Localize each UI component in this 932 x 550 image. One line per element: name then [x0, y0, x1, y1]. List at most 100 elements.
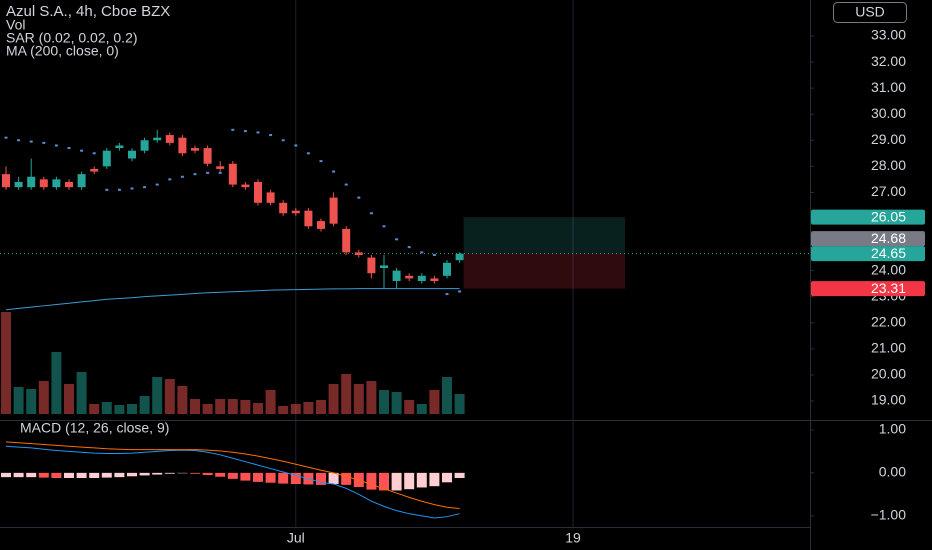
y-tick-label: 27.00	[871, 183, 906, 199]
sar-dot	[168, 178, 172, 181]
price-badge-label: 26.05	[871, 208, 906, 224]
candle-body	[14, 181, 23, 188]
candle-body	[165, 135, 174, 143]
volume-bar	[442, 377, 452, 414]
sar-dot	[243, 130, 247, 133]
volume-bar	[265, 390, 276, 414]
candle-body	[102, 150, 111, 167]
volume-bar	[290, 404, 301, 414]
volume-bar	[227, 399, 238, 414]
y-tick-label: 31.00	[871, 79, 906, 95]
y-tick-label: 28.00	[871, 157, 906, 173]
histogram-bar	[89, 472, 100, 479]
price-badge	[811, 281, 925, 297]
histogram-bar	[391, 472, 402, 491]
y-tick-label: 19.00	[871, 392, 906, 408]
histogram-bar	[215, 472, 226, 477]
histogram-bar	[442, 472, 452, 483]
candle-body	[153, 137, 162, 141]
sar-dot	[67, 147, 71, 150]
volume-bar	[114, 405, 125, 414]
volume-bar	[89, 404, 100, 414]
sar-dot	[306, 152, 310, 155]
sar-dot	[206, 171, 210, 174]
histogram-bar	[1, 472, 11, 478]
histogram-bar	[429, 472, 440, 487]
sar-legend: SAR (0.02, 0.02, 0.2)	[6, 30, 138, 46]
volume-bar	[64, 384, 74, 414]
candle-body	[2, 174, 10, 188]
candle-body	[317, 221, 325, 229]
volume-legend: Vol	[6, 17, 25, 33]
histogram-bar	[51, 472, 62, 479]
volume-bar	[303, 402, 314, 414]
currency-button[interactable]	[833, 2, 907, 23]
sar-dot	[92, 152, 96, 155]
sar-dot	[445, 293, 449, 296]
histogram-bar	[227, 472, 238, 479]
candle-body	[77, 174, 86, 188]
y-tick-label: 32.00	[871, 53, 906, 69]
target-zone	[463, 217, 625, 254]
currency-label[interactable]: USD	[855, 4, 885, 20]
histogram-bar	[404, 472, 415, 490]
volume-bar	[51, 352, 62, 414]
y-tick-label: 20.00	[871, 366, 906, 382]
candle-body	[266, 192, 275, 203]
histogram-bar	[64, 472, 74, 479]
ma-legend: MA (200, close, 0)	[6, 43, 119, 59]
histogram-bar	[101, 472, 112, 478]
sar-dot	[143, 186, 147, 189]
volume-bar	[127, 404, 137, 414]
y2-tick-label: 1.00	[879, 421, 906, 437]
sar-dot	[54, 144, 58, 147]
volume-bar	[202, 404, 213, 414]
plot-area	[0, 0, 810, 527]
volume-bar	[429, 390, 440, 414]
candle-body	[178, 137, 187, 154]
candle-body	[228, 163, 237, 185]
price-badge	[811, 231, 925, 247]
sar-dot	[407, 246, 411, 249]
volume-bar	[240, 400, 251, 414]
volume-bar	[152, 377, 163, 414]
candle-body	[52, 179, 61, 188]
histogram-bar	[164, 472, 175, 474]
sar-dot	[382, 225, 386, 228]
histogram-bar	[290, 472, 301, 485]
candle-body	[65, 181, 73, 188]
volume-bar	[139, 396, 150, 414]
sar-dot	[319, 160, 323, 163]
macd-line	[5, 445, 460, 519]
candle-body	[455, 253, 464, 261]
volume-bar	[38, 381, 49, 414]
sar-dot	[130, 187, 134, 190]
volume-bar	[1, 312, 11, 414]
sar-dot	[218, 171, 222, 174]
y-tick-label: 29.00	[871, 131, 906, 147]
histogram-bar	[152, 472, 163, 475]
sar-dot	[432, 253, 436, 256]
volume-bar	[328, 384, 339, 414]
candle-body	[329, 197, 338, 224]
volume-bar	[177, 386, 188, 414]
sar-dot	[193, 173, 197, 176]
candle-body	[203, 148, 212, 164]
sar-dot	[4, 136, 8, 139]
candle-body	[417, 275, 426, 282]
candle-body	[140, 140, 149, 151]
volume-bar	[253, 403, 263, 414]
candle-body	[367, 257, 376, 274]
sar-dot	[369, 212, 373, 215]
sar-dot	[420, 251, 424, 254]
sar-dot	[269, 134, 273, 137]
histogram-bar	[202, 472, 213, 476]
candle-body	[304, 210, 313, 227]
volume-bar	[353, 384, 364, 414]
sar-dot	[332, 170, 336, 173]
price-badge-label: 23.31	[871, 280, 906, 296]
histogram-bar	[416, 472, 427, 488]
histogram-bar	[253, 472, 263, 482]
